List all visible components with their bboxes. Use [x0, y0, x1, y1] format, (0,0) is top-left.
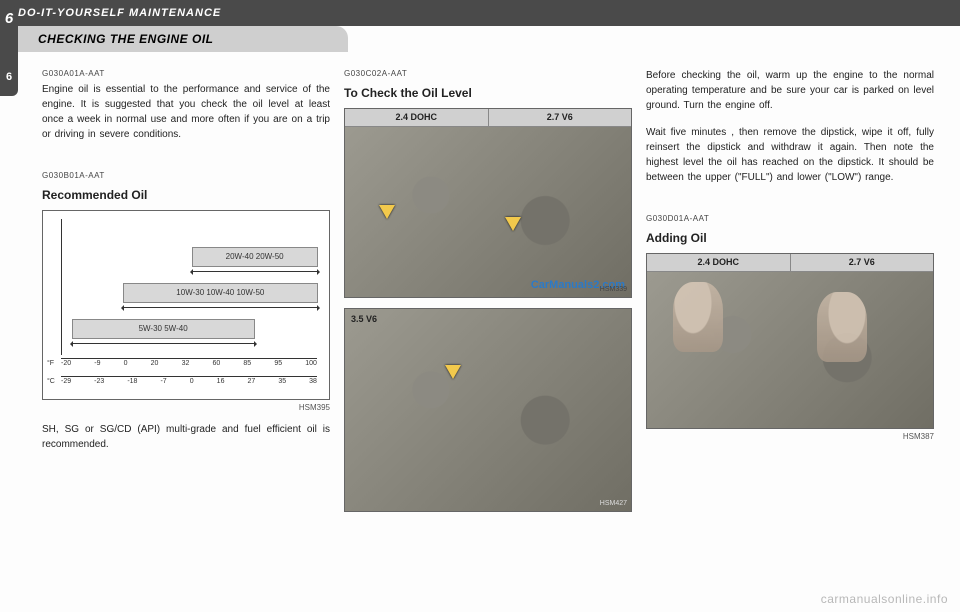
axis-tick: 85	[243, 359, 251, 370]
axis-tick: -23	[94, 377, 104, 388]
axis-tick: -29	[61, 377, 71, 388]
code-g030a: G030A01A-AAT	[42, 68, 330, 80]
page-number: 6	[6, 71, 12, 83]
oil-range-arrow-icon	[192, 271, 318, 272]
code-g030b: G030B01A-AAT	[42, 170, 330, 182]
axis-tick: 0	[190, 377, 194, 388]
engine-top-strip: 2.4 DOHC 2.7 V6	[345, 109, 631, 127]
axis-tick: 27	[248, 377, 256, 388]
column-1: G030A01A-AAT Engine oil is essential to …	[42, 68, 330, 592]
axis-tick: 38	[309, 377, 317, 388]
axis-unit-c: °C	[47, 377, 55, 388]
dipstick-arrow-icon	[379, 205, 395, 227]
breadcrumb: DO-IT-YOURSELF MAINTENANCE	[18, 7, 221, 19]
heading-check-oil: To Check the Oil Level	[344, 84, 632, 102]
check-oil-para1: Before checking the oil, warm up the eng…	[646, 68, 934, 113]
strip-24-dohc: 2.4 DOHC	[345, 109, 488, 126]
axis-tick: -9	[94, 359, 100, 370]
content-columns: G030A01A-AAT Engine oil is essential to …	[0, 52, 960, 592]
oil-grade-bar: 10W-30 10W-40 10W-50	[123, 283, 317, 303]
axis-tick: 35	[278, 377, 286, 388]
strip-24-dohc: 2.4 DOHC	[647, 254, 790, 271]
check-oil-para2: Wait five minutes , then remove the dips…	[646, 125, 934, 185]
axis-tick: -20	[61, 359, 71, 370]
hand-pouring-icon	[673, 282, 723, 352]
axis-tick: -7	[160, 377, 166, 388]
dipstick-arrow-icon	[445, 365, 461, 387]
column-2: G030C02A-AAT To Check the Oil Level 2.4 …	[344, 68, 632, 592]
axis-tick: 100	[305, 359, 317, 370]
oil-grade-bar: 5W-30 5W-40	[72, 319, 255, 339]
strip-27-v6: 2.7 V6	[790, 254, 934, 271]
axis-tick: 16	[217, 377, 225, 388]
oil-viscosity-chart: °F -20 -9 0 20 32 60 85 95 100 °C -29 -23 -18 -7 0 16…	[42, 210, 330, 400]
axis-unit-f: °F	[47, 359, 54, 370]
hand-pouring-icon	[817, 292, 867, 362]
axis-ticks-c: -29 -23 -18 -7 0 16 27 35 38	[61, 377, 317, 388]
code-g030d: G030D01A-AAT	[646, 213, 934, 225]
axis-ticks-f: -20 -9 0 20 32 60 85 95 100	[61, 359, 317, 370]
heading-recommended-oil: Recommended Oil	[42, 186, 330, 204]
fig-code-hsm387: HSM387	[646, 431, 934, 443]
axis-tick: -18	[127, 377, 137, 388]
chapter-tab: 6 6	[0, 6, 18, 96]
engine-illustration-icon	[345, 309, 631, 511]
axis-tick: 0	[124, 359, 128, 370]
code-g030c: G030C02A-AAT	[344, 68, 632, 80]
strip-27-v6: 2.7 V6	[488, 109, 632, 126]
fig-code-hsm339: HSM339	[600, 285, 627, 296]
axis-tick: 95	[274, 359, 282, 370]
fig-code-hsm395: HSM395	[42, 402, 330, 414]
fig-code-hsm427: HSM427	[600, 499, 627, 510]
axis-tick: 60	[212, 359, 220, 370]
label-35-v6: 3.5 V6	[351, 313, 377, 327]
chart-vertical-axis	[61, 219, 62, 355]
intro-paragraph: Engine oil is essential to the performan…	[42, 82, 330, 142]
engine-image-top: 2.4 DOHC 2.7 V6 CarManuals2.com HSM339	[344, 108, 632, 298]
oil-range-arrow-icon	[123, 307, 317, 308]
header-band: DO-IT-YOURSELF MAINTENANCE	[0, 0, 960, 26]
heading-adding-oil: Adding Oil	[646, 229, 934, 247]
section-title-bar: CHECKING THE ENGINE OIL	[18, 26, 348, 52]
footer-watermark: carmanualsonline.info	[821, 592, 948, 606]
oil-caption: SH, SG or SG/CD (API) multi-grade and fu…	[42, 422, 330, 452]
dipstick-arrow-icon	[505, 217, 521, 239]
column-3: Before checking the oil, warm up the eng…	[646, 68, 934, 592]
section-title: CHECKING THE ENGINE OIL	[38, 32, 214, 46]
axis-tick: 32	[182, 359, 190, 370]
oil-grade-bar: 20W-40 20W-50	[192, 247, 318, 267]
engine-image-bottom: 3.5 V6 HSM427	[344, 308, 632, 512]
oil-range-arrow-icon	[72, 343, 255, 344]
adding-oil-strip: 2.4 DOHC 2.7 V6	[647, 254, 933, 272]
chapter-number: 6	[5, 10, 13, 27]
engine-image-adding-oil: 2.4 DOHC 2.7 V6	[646, 253, 934, 429]
axis-tick: 20	[151, 359, 159, 370]
